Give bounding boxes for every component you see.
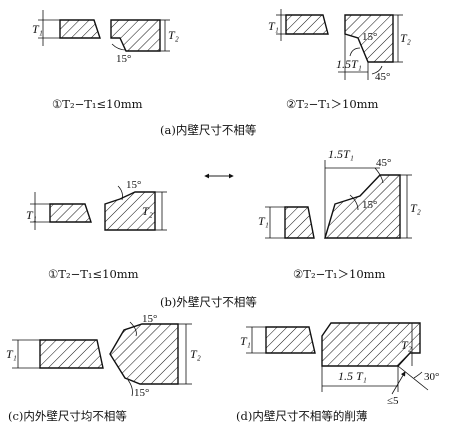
plate-thin-a1 xyxy=(59,19,101,39)
t2-label-b2: T₂ xyxy=(410,201,421,215)
angle-label-a2-45: 45° xyxy=(375,71,390,83)
panel-a-sub1-figure: T₁ T₂ 15° xyxy=(32,10,179,65)
t2-label-a1: T₂ xyxy=(168,28,179,42)
angle-label-c-bottom: 15° xyxy=(134,387,149,399)
angle-label-a1: 15° xyxy=(116,53,131,65)
angle-label-a2-15: 15° xyxy=(362,31,377,43)
plate-thin-c xyxy=(39,339,104,369)
caption-a: (a)内壁尺寸不相等 xyxy=(160,123,256,137)
plate-thick-d xyxy=(321,322,421,367)
offset-label-b2: 1.5T₁ xyxy=(328,147,354,161)
t1-label-d: T₁ xyxy=(240,334,251,348)
plate-thin-b2 xyxy=(284,206,315,239)
t2-label-b1: T₂ xyxy=(142,204,153,218)
caption-a1: ①T₂−T₁≤10mm xyxy=(52,97,143,111)
panel-d-figure: T₁ T₂ 1.5 T₁ ≤5 30° xyxy=(240,322,439,407)
panel-a-sub2-figure: T₁ T₂ 15° 45° 1.5T₁ xyxy=(268,9,411,83)
panel-b-sub1-figure: T₁ T₂ 15° xyxy=(26,179,167,231)
angle-label-b2-15: 15° xyxy=(362,199,377,211)
panel-b-sub2-figure: 1.5T₁ 45° 15° T₁ T₂ xyxy=(258,147,421,239)
offset-label-a2: 1.5T₁ xyxy=(336,57,362,71)
t1-label-a1: T₁ xyxy=(32,22,43,36)
caption-b: (b)外壁尺寸不相等 xyxy=(160,295,257,309)
plate-thin-a2 xyxy=(285,14,329,35)
caption-b1: ①T₂−T₁≤10mm xyxy=(48,267,139,281)
t2-label-a2: T₂ xyxy=(400,31,411,45)
t2-label-c: T₂ xyxy=(190,347,201,361)
plate-thick-c xyxy=(109,323,179,385)
caption-c: (c)内外壁尺寸均不相等 xyxy=(8,409,127,423)
caption-a2: ②T₂−T₁＞10mm xyxy=(286,97,379,111)
caption-d: (d)内壁尺寸不相等的削薄 xyxy=(236,409,367,423)
caption-b2: ②T₂−T₁＞10mm xyxy=(293,267,386,281)
offset-label-d: 1.5 T₁ xyxy=(338,369,367,383)
panel-c-figure: T₁ T₂ 15° 15° xyxy=(6,313,201,399)
limit-label-d: ≤5 xyxy=(387,395,399,407)
plate-thick-a1 xyxy=(110,19,161,52)
plate-thin-b1 xyxy=(49,203,92,223)
t1-label-b2: T₁ xyxy=(258,214,269,228)
t1-label-b1: T₁ xyxy=(26,208,37,222)
t1-label-a2: T₁ xyxy=(268,19,279,33)
angle-label-b1: 15° xyxy=(126,179,141,191)
plate-thin-d xyxy=(265,326,316,354)
t2-label-d: T₂ xyxy=(401,338,412,352)
t1-label-c: T₁ xyxy=(6,347,17,361)
angle-label-d: 30° xyxy=(424,371,439,383)
angle-label-c-top: 15° xyxy=(142,313,157,325)
angle-label-b2-45: 45° xyxy=(376,157,391,169)
